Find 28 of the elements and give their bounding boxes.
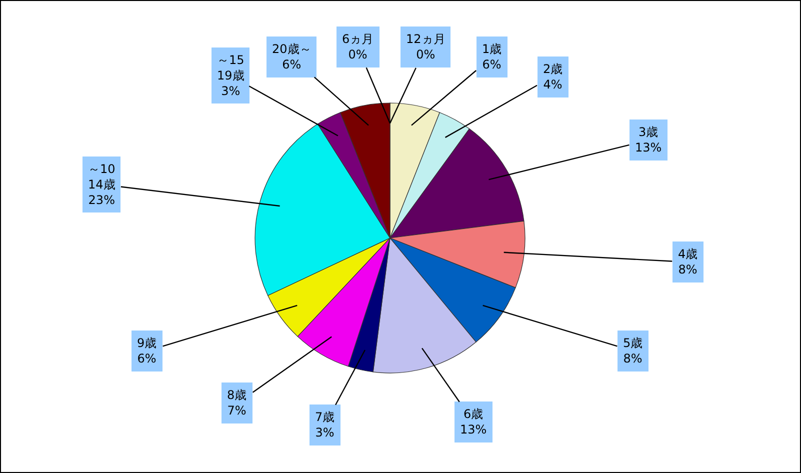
data-label: 8% xyxy=(678,262,698,277)
slice-label: ～15 19歳 xyxy=(217,53,244,83)
data-label: 6% xyxy=(137,352,156,366)
data-label: 6% xyxy=(482,58,502,72)
data-label: 4% xyxy=(543,78,562,92)
slice-label: 6歳 xyxy=(464,407,484,421)
slice-label: 2歳 xyxy=(543,62,563,76)
slice-label: 5歳 xyxy=(623,336,643,350)
text: 0% xyxy=(416,48,436,62)
data-label: 23% xyxy=(88,193,115,208)
data-label: 8% xyxy=(623,352,642,366)
category-label: 6ヵ月 xyxy=(342,32,374,46)
slice-label: 1歳 xyxy=(482,42,502,56)
data-label: 3% xyxy=(315,426,334,440)
slice-label: 8歳 xyxy=(227,388,247,402)
data-label: 13% xyxy=(635,140,662,155)
category-label: 12ヵ月 xyxy=(406,32,446,46)
slice-label: 20歳～ xyxy=(272,42,312,56)
text: 0% xyxy=(348,48,368,62)
slice-label: 7歳 xyxy=(315,410,335,424)
data-label: 3% xyxy=(221,84,240,98)
slice-label: 4歳 xyxy=(678,247,698,261)
data-label: 7% xyxy=(227,404,246,418)
slice-label: 3歳 xyxy=(638,125,658,139)
data-label: 13% xyxy=(460,422,487,437)
slice-label: 9歳 xyxy=(137,336,157,350)
slice-label: ～10 14歳 xyxy=(88,162,116,192)
data-label: 6% xyxy=(282,58,302,72)
